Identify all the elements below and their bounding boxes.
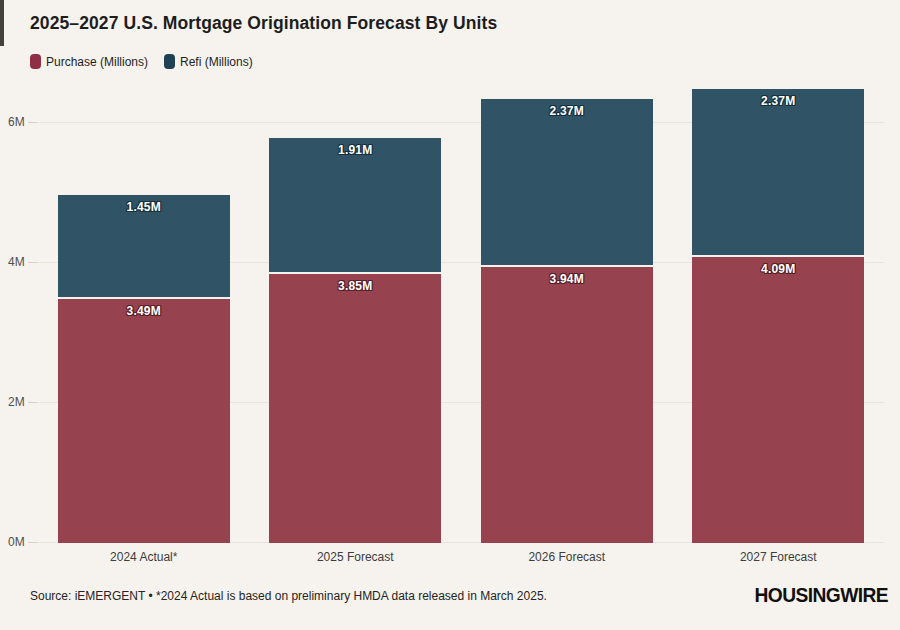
- legend-item-refi: Refi (Millions): [164, 54, 253, 69]
- bar-slot: 1.91M 3.85M: [250, 88, 462, 543]
- stacked-bar-2024 Actual*: 1.45M 3.49M: [58, 195, 230, 543]
- refi-value-label: 1.45M: [58, 200, 230, 214]
- chart-title: 2025–2027 U.S. Mortgage Origination Fore…: [30, 13, 497, 34]
- refi-value-label: 2.37M: [481, 104, 653, 118]
- refi-swatch-icon: [164, 54, 175, 69]
- bar-slot: 2.37M 4.09M: [673, 88, 885, 543]
- purchase-value-label: 3.85M: [269, 279, 441, 293]
- y-axis-label-4M: 4M: [8, 255, 36, 269]
- bar-segment-refi: 2.37M: [481, 99, 653, 265]
- refi-value-label: 2.37M: [692, 94, 864, 108]
- x-axis-label-2027 Forecast: 2027 Forecast: [673, 550, 885, 564]
- bar-segment-purchase: 3.94M: [481, 265, 653, 543]
- legend-label-purchase: Purchase (Millions): [46, 55, 148, 69]
- plot-area: 1.45M 3.49M 1.91M 3.85M 2.37M 3.94M 2.37M 4.09M: [38, 88, 884, 543]
- x-axis-label-2026 Forecast: 2026 Forecast: [461, 550, 673, 564]
- refi-value-label: 1.91M: [269, 143, 441, 157]
- y-axis-label-2M: 2M: [8, 395, 36, 409]
- stacked-bar-2027 Forecast: 2.37M 4.09M: [692, 89, 864, 543]
- purchase-swatch-icon: [30, 54, 41, 69]
- x-axis-label-2025 Forecast: 2025 Forecast: [250, 550, 462, 564]
- bar-segment-purchase: 3.85M: [269, 272, 441, 544]
- bar-slot: 1.45M 3.49M: [38, 88, 250, 543]
- source-note: Source: iEMERGENT • *2024 Actual is base…: [30, 589, 547, 603]
- stacked-bar-2026 Forecast: 2.37M 3.94M: [481, 99, 653, 543]
- bar-segment-refi: 1.91M: [269, 138, 441, 272]
- bar-segment-purchase: 3.49M: [58, 297, 230, 543]
- bar-segment-refi: 1.45M: [58, 195, 230, 297]
- legend-label-refi: Refi (Millions): [180, 55, 253, 69]
- purchase-value-label: 4.09M: [692, 262, 864, 276]
- purchase-value-label: 3.94M: [481, 272, 653, 286]
- x-axis-label-2024 Actual*: 2024 Actual*: [38, 550, 250, 564]
- y-axis-label-6M: 6M: [8, 115, 36, 129]
- x-axis-labels: 2024 Actual*2025 Forecast2026 Forecast20…: [38, 550, 884, 564]
- purchase-value-label: 3.49M: [58, 304, 230, 318]
- screen-edge-artifact: [0, 0, 4, 46]
- y-axis-label-0M: 0M: [8, 535, 36, 549]
- chart-legend: Purchase (Millions) Refi (Millions): [30, 54, 253, 69]
- bar-segment-purchase: 4.09M: [692, 255, 864, 543]
- housingwire-logo: HOUSINGWIRE: [755, 584, 888, 607]
- legend-item-purchase: Purchase (Millions): [30, 54, 148, 69]
- stacked-bar-2025 Forecast: 1.91M 3.85M: [269, 138, 441, 543]
- bar-slot: 2.37M 3.94M: [461, 88, 673, 543]
- bar-segment-refi: 2.37M: [692, 89, 864, 255]
